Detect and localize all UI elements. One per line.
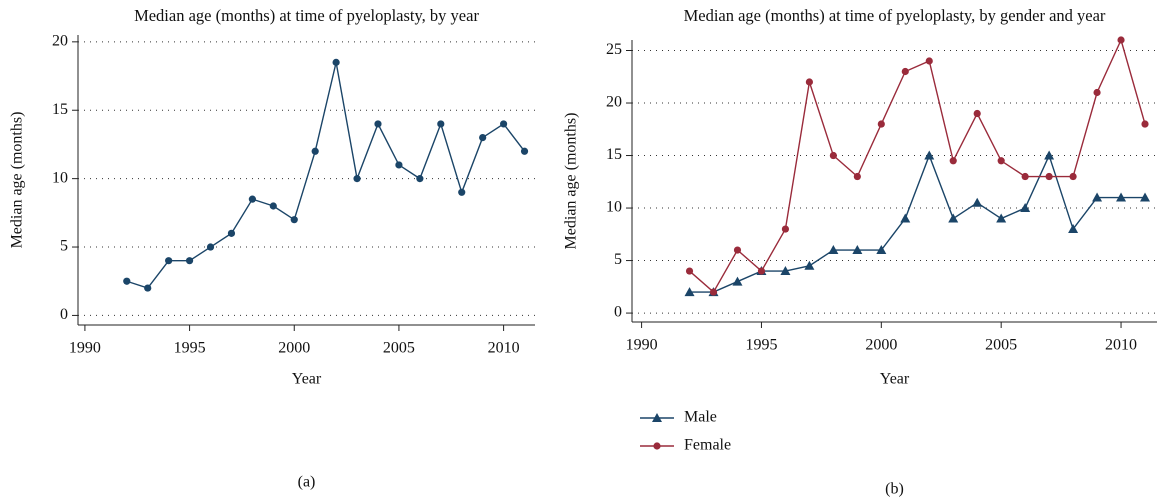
x-tick-label: 2010 — [488, 340, 520, 357]
data-point — [1092, 192, 1103, 202]
y-tick-label: 10 — [52, 169, 68, 186]
chart-title: Median age (months) at time of pyeloplas… — [134, 6, 479, 25]
x-tick-label: 2005 — [985, 337, 1017, 354]
data-point — [1044, 150, 1055, 160]
data-point — [924, 150, 935, 160]
data-point — [1021, 172, 1029, 181]
data-point — [374, 120, 382, 128]
x-axis-label: Year — [880, 371, 910, 388]
data-point — [876, 245, 887, 255]
x-tick-label: 1995 — [745, 337, 777, 354]
data-point — [1141, 120, 1149, 128]
y-tick-label: 15 — [52, 101, 68, 118]
data-point — [1093, 88, 1101, 97]
data-point — [437, 120, 445, 128]
data-point — [144, 284, 152, 292]
data-point — [852, 245, 863, 255]
data-point — [853, 172, 861, 181]
data-point — [781, 225, 790, 233]
data-point — [479, 133, 487, 142]
data-point — [353, 175, 361, 183]
data-point — [1140, 192, 1151, 202]
data-point — [1069, 172, 1077, 181]
data-point — [185, 257, 194, 265]
x-tick-label: 1990 — [626, 337, 658, 354]
legend-marker — [652, 413, 662, 422]
data-point — [1117, 36, 1125, 44]
data-point — [828, 245, 839, 255]
data-point — [972, 197, 983, 207]
data-point — [290, 216, 298, 224]
legend-label: Female — [684, 437, 731, 454]
x-tick-label: 2005 — [383, 340, 415, 357]
data-point — [733, 246, 742, 254]
data-point — [901, 67, 909, 76]
data-point — [311, 147, 319, 155]
y-tick-label: 0 — [614, 304, 622, 321]
data-point — [1068, 224, 1079, 234]
data-point — [165, 257, 173, 265]
series-line — [689, 153, 1146, 293]
series-line — [689, 37, 1146, 294]
data-point — [925, 57, 933, 65]
x-tick-label: 1995 — [174, 340, 206, 357]
data-point — [1020, 203, 1031, 213]
data-point — [829, 151, 837, 160]
data-point — [973, 109, 981, 118]
series-line — [126, 62, 526, 289]
data-point — [248, 195, 256, 203]
data-point — [949, 157, 957, 165]
y-tick-label: 5 — [60, 238, 68, 255]
data-point — [997, 157, 1005, 165]
data-point — [709, 288, 718, 296]
data-point — [206, 243, 215, 251]
x-tick-label: 2000 — [865, 337, 897, 354]
x-tick-label: 2010 — [1105, 337, 1137, 354]
x-tick-label: 2000 — [278, 340, 310, 357]
x-axis-label: Year — [292, 371, 322, 388]
caption: (b) — [885, 481, 904, 498]
y-tick-label: 25 — [606, 41, 622, 58]
y-tick-label: 20 — [52, 33, 68, 50]
data-point — [732, 276, 743, 286]
y-tick-label: 5 — [614, 251, 622, 268]
data-point — [499, 120, 508, 128]
data-point — [269, 202, 277, 210]
data-point — [1045, 172, 1053, 181]
x-tick-label: 1990 — [69, 340, 101, 357]
data-point — [332, 58, 340, 66]
data-point — [757, 267, 766, 275]
y-axis-label: Median age (months) — [563, 113, 580, 250]
data-point — [416, 175, 424, 183]
data-point — [900, 213, 911, 223]
y-axis-label: Median age (months) — [9, 112, 26, 249]
data-point — [780, 266, 791, 276]
chart-title: Median age (months) at time of pyeloplas… — [684, 6, 1106, 25]
data-point — [877, 120, 885, 128]
y-tick-label: 20 — [606, 94, 622, 111]
data-point — [123, 277, 131, 285]
caption: (a) — [298, 474, 316, 491]
y-tick-label: 15 — [606, 146, 622, 163]
legend-marker — [653, 442, 661, 450]
data-point — [395, 161, 403, 169]
data-point — [804, 260, 815, 270]
data-point — [805, 78, 813, 86]
y-tick-label: 0 — [60, 306, 68, 323]
data-point — [685, 267, 694, 275]
data-point — [1116, 192, 1127, 202]
data-point — [458, 188, 466, 196]
data-point — [520, 147, 529, 155]
data-point — [948, 213, 959, 223]
y-tick-label: 10 — [606, 199, 622, 216]
legend-label: Male — [684, 409, 717, 426]
data-point — [684, 287, 695, 297]
data-point — [227, 229, 236, 237]
data-point — [996, 213, 1007, 223]
